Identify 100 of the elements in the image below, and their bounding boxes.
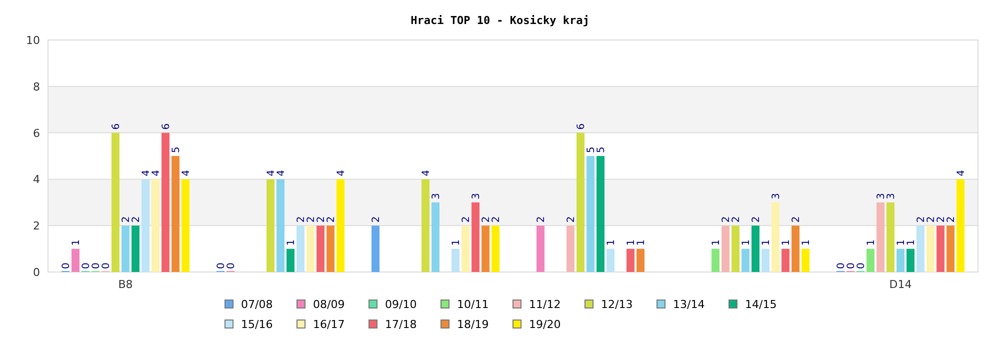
bar xyxy=(276,179,284,272)
legend-label: 18/19 xyxy=(457,318,489,331)
data-label: 4 xyxy=(181,170,192,176)
bar xyxy=(626,248,634,272)
data-label: 2 xyxy=(131,216,142,223)
bar xyxy=(762,248,770,272)
data-label: 2 xyxy=(306,216,317,223)
data-label: 2 xyxy=(721,216,732,223)
bar xyxy=(182,179,190,272)
data-label: 4 xyxy=(336,170,347,176)
bar xyxy=(732,226,740,272)
data-label: 5 xyxy=(596,146,607,153)
data-label: 3 xyxy=(771,193,782,200)
data-label: 2 xyxy=(491,216,502,223)
data-label: 4 xyxy=(151,170,162,176)
legend-label: 11/12 xyxy=(529,298,561,311)
data-label: 1 xyxy=(286,239,297,246)
data-label: 1 xyxy=(866,239,877,246)
bar xyxy=(306,226,314,272)
y-tick-label: 10 xyxy=(26,34,40,47)
bar xyxy=(946,226,954,272)
legend-label: 14/15 xyxy=(745,298,777,311)
bar xyxy=(936,226,944,272)
data-label: 2 xyxy=(751,216,762,223)
legend-label: 07/08 xyxy=(241,298,273,311)
x-tick-label: D14 xyxy=(889,278,912,291)
bar xyxy=(752,226,760,272)
data-label: 2 xyxy=(791,216,802,223)
bar xyxy=(636,248,644,272)
bar xyxy=(326,226,334,272)
bar xyxy=(876,202,884,272)
data-label: 2 xyxy=(926,216,937,223)
data-label: 2 xyxy=(481,216,492,223)
bar xyxy=(782,248,790,272)
bar xyxy=(772,202,780,272)
data-label: 2 xyxy=(296,216,307,223)
data-label: 0 xyxy=(91,262,102,269)
bar xyxy=(956,179,964,272)
legend-label: 12/13 xyxy=(601,298,633,311)
data-label: 2 xyxy=(121,216,132,223)
bar xyxy=(112,132,120,272)
data-label: 2 xyxy=(316,216,327,223)
bar xyxy=(906,248,914,272)
data-label: 4 xyxy=(956,170,967,176)
bar xyxy=(452,248,460,272)
bar xyxy=(792,226,800,272)
bar xyxy=(886,202,894,272)
data-label: 1 xyxy=(626,239,637,246)
data-label: 1 xyxy=(761,239,772,246)
legend-label: 19/20 xyxy=(529,318,561,331)
bar xyxy=(316,226,324,272)
data-label: 2 xyxy=(566,216,577,223)
bar xyxy=(296,226,304,272)
bar xyxy=(142,179,150,272)
bar xyxy=(152,179,160,272)
data-label: 4 xyxy=(276,170,287,176)
bar xyxy=(336,179,344,272)
data-label: 5 xyxy=(586,146,597,153)
data-label: 0 xyxy=(81,262,92,269)
legend-label: 16/17 xyxy=(313,318,345,331)
legend-label: 13/14 xyxy=(673,298,705,311)
data-label: 0 xyxy=(216,262,227,269)
bar xyxy=(266,179,274,272)
data-label: 1 xyxy=(781,239,792,246)
data-label: 1 xyxy=(801,239,812,246)
bar xyxy=(916,226,924,272)
bar xyxy=(286,248,294,272)
bar xyxy=(596,156,604,272)
y-tick-label: 8 xyxy=(33,80,40,94)
data-label: 0 xyxy=(846,262,857,269)
bar xyxy=(482,226,490,272)
y-tick-label: 6 xyxy=(33,126,40,140)
data-label: 4 xyxy=(141,170,152,176)
data-label: 2 xyxy=(371,216,382,223)
bar xyxy=(492,226,500,272)
data-label: 1 xyxy=(636,239,647,246)
bar xyxy=(926,226,934,272)
bar xyxy=(432,202,440,272)
data-label: 1 xyxy=(606,239,617,246)
bar xyxy=(172,156,180,272)
data-label: 3 xyxy=(876,193,887,200)
bar xyxy=(722,226,730,272)
bar xyxy=(606,248,614,272)
bar xyxy=(122,226,130,272)
x-tick-label: B8 xyxy=(118,278,133,291)
bar xyxy=(462,226,470,272)
bar xyxy=(372,226,380,272)
data-label: 2 xyxy=(536,216,547,223)
data-label: 5 xyxy=(171,146,182,153)
data-label: 0 xyxy=(61,262,72,269)
bar xyxy=(72,248,80,272)
data-label: 4 xyxy=(421,170,432,176)
data-label: 2 xyxy=(916,216,927,223)
bar xyxy=(576,132,584,272)
bar xyxy=(422,179,430,272)
bar xyxy=(472,202,480,272)
bar xyxy=(132,226,140,272)
legend-label: 15/16 xyxy=(241,318,273,331)
data-label: 2 xyxy=(946,216,957,223)
data-label: 1 xyxy=(896,239,907,246)
